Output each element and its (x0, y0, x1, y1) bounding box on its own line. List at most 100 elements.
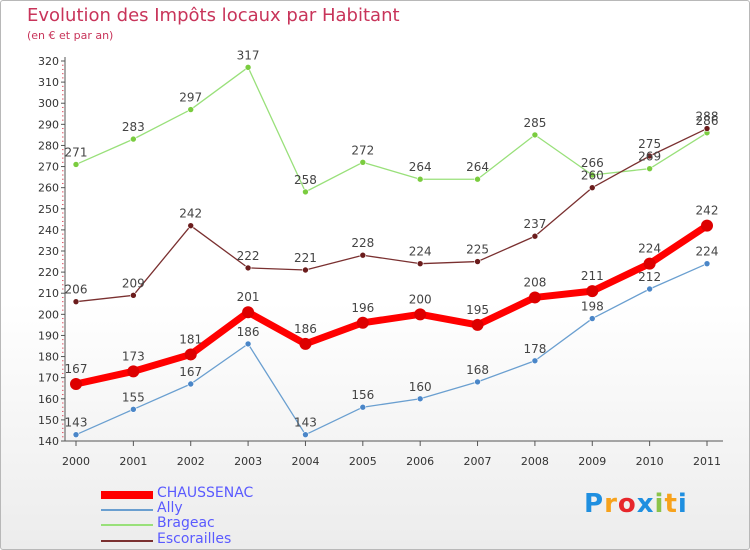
data-label-brageac: 266 (581, 156, 604, 170)
y-minor-tick (62, 220, 64, 222)
data-label-brageac: 269 (638, 150, 661, 164)
y-tick-label: 220 (38, 266, 59, 279)
data-point-brageac (72, 161, 80, 168)
data-label-chaussenac: 211 (581, 269, 604, 283)
y-tick-label: 200 (38, 308, 59, 321)
data-point-chaussenac (299, 337, 312, 350)
y-minor-tick (62, 364, 64, 366)
y-minor-tick (62, 212, 64, 214)
data-label-escorailles: 224 (409, 245, 432, 259)
y-minor-tick (62, 258, 64, 260)
y-minor-tick (62, 389, 64, 391)
series-ally (72, 260, 711, 438)
legend-swatch (101, 491, 153, 499)
data-point-brageac (130, 135, 137, 143)
y-tick-label: 290 (38, 118, 59, 131)
data-label-chaussenac: 201 (237, 290, 260, 304)
data-point-escorailles (130, 292, 137, 299)
data-label-chaussenac: 208 (523, 275, 546, 289)
x-tick-label: 2008 (521, 455, 549, 468)
y-minor-tick (62, 305, 64, 307)
series-line-chaussenac (72, 222, 711, 388)
data-label-chaussenac: 196 (351, 301, 374, 315)
y-minor-tick (62, 436, 64, 438)
y-minor-tick (62, 174, 64, 176)
y-tick-label: 270 (38, 161, 59, 174)
data-label-escorailles: 225 (466, 243, 489, 257)
data-labels: 143 155 167 186 143 156 160 168 178 198 212 224 271 2… (65, 48, 719, 429)
data-point-brageac (244, 64, 252, 71)
logo-letter: P (584, 489, 605, 519)
data-label-ally: 168 (466, 363, 489, 377)
data-point-ally (646, 285, 653, 293)
data-label-ally: 167 (179, 365, 202, 379)
data-label-chaussenac: 181 (179, 332, 202, 346)
y-minor-tick (62, 406, 64, 408)
logo-letter: t (664, 489, 678, 519)
data-point-brageac (302, 188, 309, 196)
data-label-chaussenac: 224 (638, 242, 661, 256)
y-minor-tick (62, 254, 64, 256)
y-minor-tick (62, 111, 64, 113)
logo-letter: o (617, 489, 637, 519)
y-minor-tick (62, 296, 64, 298)
y-minor-tick (62, 237, 64, 239)
axes: 1401501601701801902002102202302402502602… (38, 55, 723, 468)
y-tick-label: 240 (38, 224, 59, 237)
data-point-brageac (474, 175, 481, 183)
data-point-ally (302, 431, 309, 438)
legend-label: Escorailles (157, 531, 232, 547)
data-label-ally: 143 (294, 416, 317, 430)
logo-letter: r (604, 489, 618, 519)
x-tick-label: 2005 (349, 455, 377, 468)
y-minor-tick (62, 326, 64, 328)
data-point-escorailles (187, 222, 195, 229)
data-point-chaussenac (586, 285, 599, 298)
y-minor-tick (62, 267, 64, 269)
y-tick-label: 310 (38, 76, 59, 89)
y-minor-tick (62, 170, 64, 172)
y-tick-label: 280 (38, 139, 59, 152)
legend-swatch (101, 509, 153, 511)
y-minor-tick (62, 204, 64, 206)
data-label-brageac: 285 (523, 116, 546, 130)
legend-swatch (101, 524, 153, 526)
data-label-ally: 155 (122, 390, 145, 404)
legend-label: CHAUSSENAC (157, 485, 254, 501)
y-minor-tick (62, 182, 64, 184)
y-minor-tick (62, 140, 64, 142)
y-minor-tick (62, 191, 64, 193)
y-minor-tick (62, 178, 64, 180)
data-point-escorailles (416, 260, 424, 267)
data-point-chaussenac (356, 316, 369, 329)
y-minor-tick (62, 318, 64, 320)
data-label-escorailles: 221 (294, 251, 317, 265)
data-label-ally: 156 (351, 388, 374, 402)
data-point-ally (531, 357, 539, 365)
data-label-escorailles: 260 (581, 169, 604, 183)
data-label-ally: 198 (581, 300, 604, 314)
series-line-ally (75, 263, 708, 436)
x-tick-label: 2002 (177, 455, 205, 468)
y-minor-tick (62, 157, 64, 159)
y-minor-tick (62, 263, 64, 265)
y-minor-tick (62, 394, 64, 396)
y-tick-label: 170 (38, 372, 59, 385)
data-point-ally (72, 431, 80, 438)
data-label-escorailles: 228 (351, 236, 374, 250)
y-minor-tick (62, 410, 64, 412)
y-tick-label: 250 (38, 203, 59, 216)
y-minor-tick (62, 432, 64, 434)
series-escorailles (72, 125, 711, 305)
x-tick-label: 2009 (578, 455, 606, 468)
data-point-ally (187, 380, 195, 388)
data-point-escorailles (703, 125, 711, 132)
x-tick-label: 2010 (636, 455, 664, 468)
y-minor-tick (62, 415, 64, 417)
data-point-escorailles (244, 264, 252, 272)
y-minor-tick (62, 385, 64, 387)
proxiti-logo: Proxiti (584, 489, 688, 519)
data-label-chaussenac: 195 (466, 303, 489, 317)
y-minor-tick (62, 275, 64, 277)
